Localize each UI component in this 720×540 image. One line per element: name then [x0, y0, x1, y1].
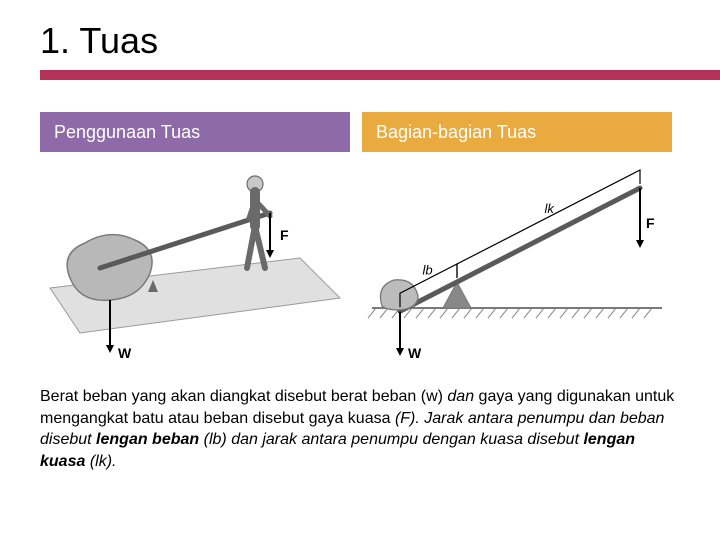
header-left: Penggunaan Tuas: [40, 112, 350, 152]
lever-parts-svg: W Flb lk: [362, 158, 672, 368]
svg-text:F: F: [280, 227, 289, 243]
lever-usage-svg: FW: [40, 158, 350, 368]
svg-text:lb: lb: [423, 263, 433, 278]
caption-text: Berat beban yang akan diangkat disebut b…: [40, 386, 680, 472]
svg-text:lk: lk: [545, 201, 556, 216]
header-right: Bagian-bagian Tuas: [362, 112, 672, 152]
svg-text:F: F: [646, 215, 655, 231]
title-rule: [40, 70, 720, 80]
svg-text:W: W: [118, 345, 132, 361]
svg-text:W: W: [408, 345, 422, 361]
page-title: 1. Tuas: [40, 20, 720, 62]
diagram-right: W Flb lk: [362, 158, 672, 368]
diagram-left: FW: [40, 158, 350, 368]
